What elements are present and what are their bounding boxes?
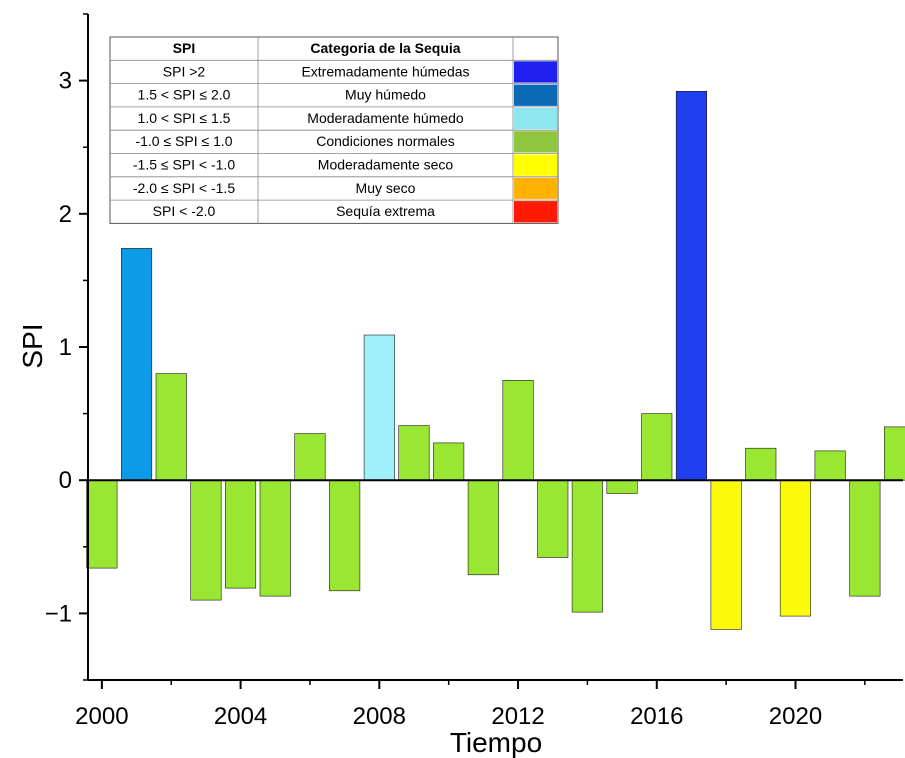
legend-category: Muy seco xyxy=(356,180,416,196)
bar xyxy=(503,380,534,480)
bar xyxy=(815,451,846,480)
y-tick-label: 1 xyxy=(59,334,72,361)
bar xyxy=(780,480,811,616)
legend-range: -1.5 ≤ SPI < -1.0 xyxy=(133,157,235,173)
y-tick-label: 0 xyxy=(59,467,72,494)
bar xyxy=(746,448,777,480)
y-tick-label: 3 xyxy=(59,68,72,95)
bar xyxy=(329,480,360,591)
x-tick-label: 2012 xyxy=(491,703,544,730)
bar xyxy=(850,480,881,596)
x-tick-label: 2008 xyxy=(353,703,406,730)
legend-header-spi: SPI xyxy=(173,40,196,56)
bar xyxy=(538,480,569,557)
bar xyxy=(884,427,905,480)
legend-header-category: Categoria de la Sequia xyxy=(310,40,460,56)
x-tick-label: 2020 xyxy=(769,703,822,730)
bar xyxy=(433,443,464,480)
legend-swatch xyxy=(514,178,557,199)
bar xyxy=(468,480,499,575)
y-tick-label: −1 xyxy=(45,600,72,627)
x-tick-label: 2000 xyxy=(75,703,128,730)
bar xyxy=(225,480,256,588)
bar xyxy=(260,480,291,596)
legend-category: Moderadamente húmedo xyxy=(307,110,464,126)
legend-range: SPI < -2.0 xyxy=(153,203,216,219)
bar xyxy=(121,248,152,480)
x-axis-title: Tiempo xyxy=(450,727,542,758)
bar xyxy=(191,480,222,600)
legend-category: Condiciones normales xyxy=(316,133,455,149)
bar xyxy=(399,426,430,481)
legend-swatch xyxy=(514,108,557,129)
legend-table: SPI Categoria de la Sequia SPI >2 Extremada… xyxy=(110,37,558,223)
x-tick-label: 2004 xyxy=(214,703,267,730)
legend-category: Extremadamente húmedas xyxy=(301,63,469,79)
bar xyxy=(676,91,707,480)
legend-swatch xyxy=(514,201,557,222)
legend-swatch xyxy=(514,61,557,82)
bar xyxy=(642,414,673,481)
x-tick-label: 2016 xyxy=(630,703,683,730)
legend-range: 1.0 < SPI ≤ 1.5 xyxy=(138,110,231,126)
bar xyxy=(87,480,118,568)
legend-range: 1.5 < SPI ≤ 2.0 xyxy=(138,87,231,103)
legend-range: SPI >2 xyxy=(163,63,206,79)
bar xyxy=(711,480,742,629)
bar xyxy=(295,434,326,481)
legend-category: Moderadamente seco xyxy=(318,157,454,173)
legend-category: Sequía extrema xyxy=(336,203,435,219)
legend-swatch xyxy=(514,155,557,176)
legend-swatch xyxy=(514,131,557,152)
legend-range: -2.0 ≤ SPI < -1.5 xyxy=(133,180,235,196)
bar xyxy=(156,374,187,481)
bar xyxy=(572,480,603,612)
bar xyxy=(364,335,395,480)
legend-swatch xyxy=(514,85,557,106)
y-tick-label: 2 xyxy=(59,201,72,228)
legend-category: Muy húmedo xyxy=(345,87,426,103)
y-axis-title: SPI xyxy=(17,323,48,368)
bar xyxy=(607,480,638,493)
legend-range: -1.0 ≤ SPI ≤ 1.0 xyxy=(135,133,232,149)
